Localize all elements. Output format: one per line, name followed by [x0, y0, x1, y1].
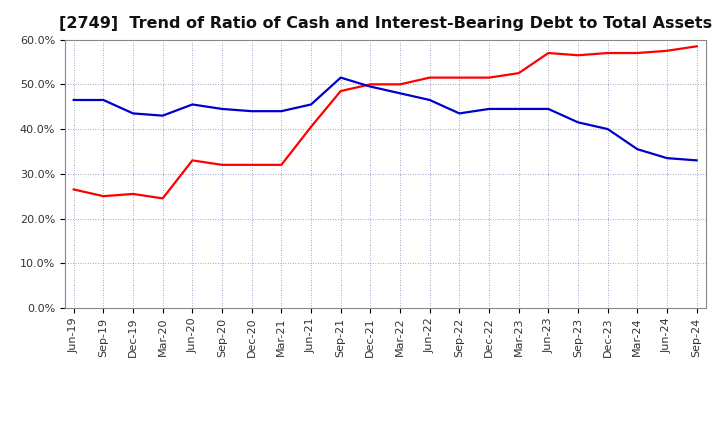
Interest-Bearing Debt	[633, 147, 642, 152]
Interest-Bearing Debt	[158, 113, 167, 118]
Line: Cash: Cash	[73, 46, 697, 198]
Cash	[69, 187, 78, 192]
Cash	[396, 82, 405, 87]
Title: [2749]  Trend of Ratio of Cash and Interest-Bearing Debt to Total Assets: [2749] Trend of Ratio of Cash and Intere…	[58, 16, 712, 32]
Interest-Bearing Debt	[99, 97, 108, 103]
Interest-Bearing Debt	[693, 158, 701, 163]
Line: Interest-Bearing Debt: Interest-Bearing Debt	[73, 77, 697, 160]
Interest-Bearing Debt	[544, 106, 553, 112]
Interest-Bearing Debt	[455, 111, 464, 116]
Interest-Bearing Debt	[307, 102, 315, 107]
Cash	[277, 162, 286, 168]
Cash	[217, 162, 226, 168]
Cash	[485, 75, 493, 80]
Cash	[426, 75, 434, 80]
Cash	[129, 191, 138, 197]
Interest-Bearing Debt	[366, 84, 374, 89]
Cash	[158, 196, 167, 201]
Cash	[662, 48, 671, 53]
Cash	[336, 88, 345, 94]
Interest-Bearing Debt	[485, 106, 493, 112]
Cash	[574, 53, 582, 58]
Cash	[544, 50, 553, 55]
Interest-Bearing Debt	[248, 109, 256, 114]
Cash	[307, 124, 315, 129]
Interest-Bearing Debt	[396, 91, 405, 96]
Interest-Bearing Debt	[277, 109, 286, 114]
Cash	[366, 82, 374, 87]
Interest-Bearing Debt	[69, 97, 78, 103]
Interest-Bearing Debt	[217, 106, 226, 112]
Cash	[633, 50, 642, 55]
Interest-Bearing Debt	[603, 126, 612, 132]
Cash	[188, 158, 197, 163]
Interest-Bearing Debt	[336, 75, 345, 80]
Interest-Bearing Debt	[514, 106, 523, 112]
Interest-Bearing Debt	[129, 111, 138, 116]
Cash	[248, 162, 256, 168]
Cash	[455, 75, 464, 80]
Interest-Bearing Debt	[188, 102, 197, 107]
Cash	[514, 70, 523, 76]
Interest-Bearing Debt	[426, 97, 434, 103]
Cash	[603, 50, 612, 55]
Interest-Bearing Debt	[662, 155, 671, 161]
Cash	[693, 44, 701, 49]
Cash	[99, 194, 108, 199]
Interest-Bearing Debt	[574, 120, 582, 125]
